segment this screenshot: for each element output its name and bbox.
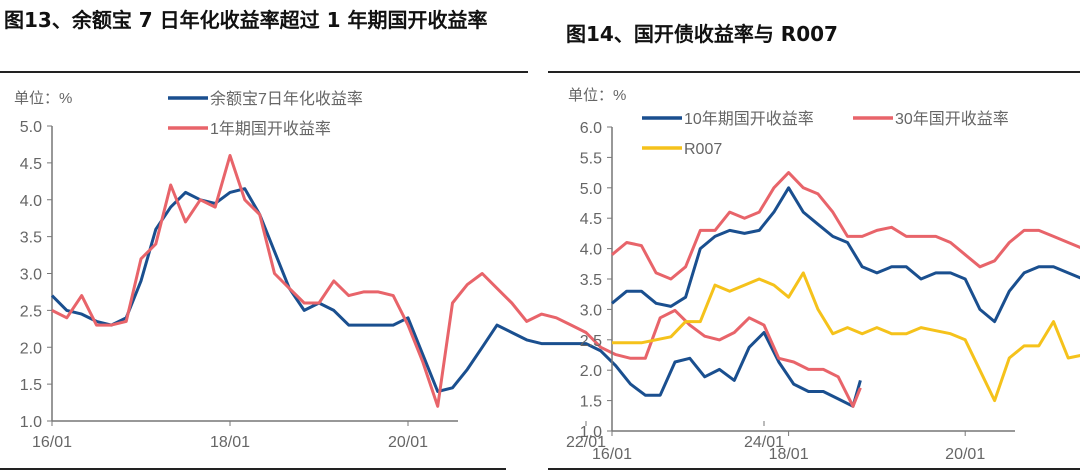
y-tick-label: 3.5 — [580, 272, 602, 289]
x-tick-label: 18/01 — [210, 434, 250, 451]
series-line-3 — [612, 271, 1080, 403]
series-line-1 — [611, 186, 1080, 324]
y-tick-label: 4.5 — [580, 211, 602, 228]
x-tick-label: 16/01 — [592, 446, 632, 463]
y-tick-label: 2.0 — [580, 363, 602, 380]
y-tick-label: 6.0 — [580, 120, 602, 137]
y-tick-label: 2.5 — [20, 303, 42, 320]
y-tick-label: 5.5 — [580, 150, 602, 167]
series-line-2 — [51, 154, 862, 408]
y-tick-label: 1.0 — [580, 424, 602, 441]
unit-label: 单位：% — [568, 87, 626, 104]
y-tick-label: 4.5 — [20, 156, 42, 173]
legend-label: 30年国开收益率 — [895, 110, 1009, 128]
chart-title-right: 图14、国开债收益率与 R007 — [566, 22, 838, 46]
y-tick-label: 3.0 — [20, 267, 42, 284]
y-tick-label: 1.5 — [20, 377, 42, 394]
x-tick-label: 24/01 — [744, 434, 784, 451]
x-tick-label: 20/01 — [388, 434, 428, 451]
y-tick-label: 1.0 — [20, 414, 42, 431]
x-tick-label: 16/01 — [32, 434, 72, 451]
y-tick-label: 4.0 — [580, 242, 602, 259]
y-tick-label: 1.5 — [580, 394, 602, 411]
series-line-2 — [611, 171, 1080, 281]
y-tick-label: 2.5 — [580, 333, 602, 350]
legend-label: R007 — [684, 141, 722, 158]
y-tick-label: 3.0 — [580, 302, 602, 319]
legend-label: 余额宝7日年化收益率 — [210, 89, 363, 108]
x-tick-label: 22/01 — [566, 434, 606, 451]
series-line-1 — [50, 187, 862, 408]
bottom-divider-left — [0, 468, 506, 470]
y-tick-label: 5.0 — [580, 181, 602, 198]
y-tick-label: 5.0 — [20, 119, 42, 136]
chart-title-left: 图13、余额宝 7 日年化收益率超过 1 年期国开收益率 — [4, 8, 488, 32]
legend-label: 10年期国开收益率 — [684, 110, 814, 128]
x-tick-label: 20/01 — [945, 446, 985, 463]
y-tick-label: 2.0 — [20, 340, 42, 357]
title-divider-left — [0, 71, 528, 73]
y-tick-label: 3.5 — [20, 230, 42, 247]
x-tick-label: 18/01 — [769, 446, 809, 463]
y-tick-label: 4.0 — [20, 193, 42, 210]
unit-label: 单位：% — [14, 90, 72, 107]
legend-label: 1年期国开收益率 — [210, 120, 331, 138]
title-divider-right — [548, 71, 1080, 73]
bottom-divider-right — [548, 468, 1080, 470]
